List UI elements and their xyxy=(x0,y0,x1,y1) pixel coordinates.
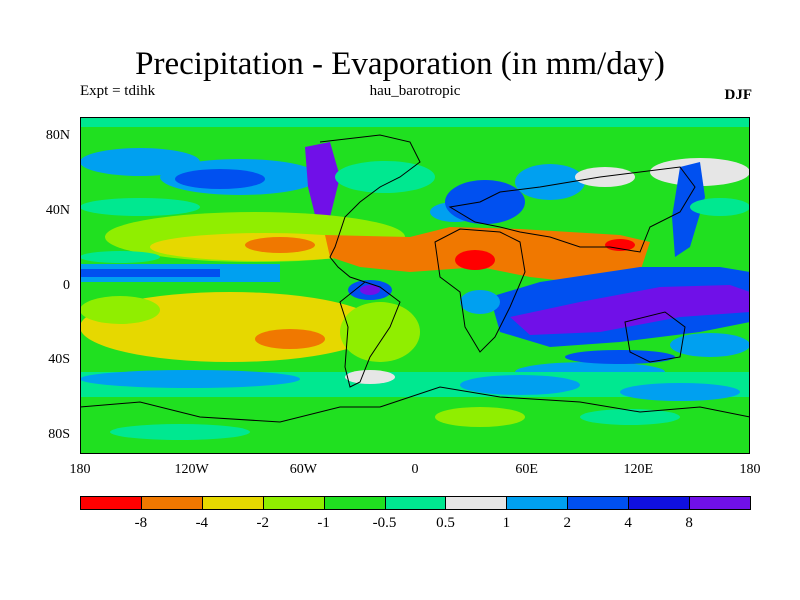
colorbar-label: 8 xyxy=(685,515,693,531)
season-label: DJF xyxy=(724,87,753,103)
field-sio-core xyxy=(565,350,675,364)
precip-minus-evap-map xyxy=(80,117,750,454)
field-spac-edge xyxy=(80,296,160,324)
y-tick-label: 40S xyxy=(48,352,70,368)
coast-africa xyxy=(434,228,526,353)
field-so-blue3 xyxy=(620,383,740,401)
y-tick-label: 80S xyxy=(48,427,70,443)
field-npac-dry-core xyxy=(245,237,315,253)
x-tick-label: 120W xyxy=(174,462,209,477)
x-tick-label: 60E xyxy=(515,462,538,477)
colorbar-swatch xyxy=(262,496,325,510)
field-wpac-band xyxy=(690,198,750,216)
colorbar-swatch xyxy=(384,496,447,510)
coast-south-america xyxy=(339,281,401,388)
colorbar-label: -8 xyxy=(134,515,148,531)
field-so-grey xyxy=(345,370,395,384)
field-kuroshio xyxy=(672,162,705,257)
field-satl xyxy=(340,302,420,362)
colorbar-label: 1 xyxy=(502,515,511,531)
field-so-blue1 xyxy=(80,370,300,388)
field-npac-core xyxy=(175,169,265,189)
colorbar-swatch xyxy=(689,496,751,510)
field-asia-blue xyxy=(515,164,585,200)
colorbar-label: 2 xyxy=(563,515,572,531)
colorbar-swatch xyxy=(201,496,264,510)
plot-title: Precipitation - Evaporation (in mm/day) xyxy=(135,46,665,82)
case-label: hau_barotropic xyxy=(369,83,461,99)
field-asia-grey xyxy=(575,167,635,187)
colorbar-swatch xyxy=(567,496,630,510)
field-itcz-core xyxy=(80,269,220,277)
coastlines xyxy=(80,134,750,423)
colorbar-label: 4 xyxy=(624,515,632,531)
colorbar xyxy=(80,496,751,510)
x-tick-label: 0 xyxy=(411,462,419,477)
x-tick-label: 120E xyxy=(623,462,654,477)
y-tick-label: 0 xyxy=(63,277,70,293)
colorbar-label: 0.5 xyxy=(436,515,455,531)
field-spac-west-blue xyxy=(670,333,750,357)
y-tick-label: 80N xyxy=(45,127,70,143)
field-antarctic-lime xyxy=(435,407,525,427)
colorbar-swatch xyxy=(140,496,203,510)
experiment-label: Expt = tdihk xyxy=(80,83,156,99)
map-panel xyxy=(80,117,750,454)
coast-eurasia xyxy=(448,166,696,253)
x-tick-label: 60W xyxy=(289,462,317,477)
colorbar-label: -1 xyxy=(317,515,330,531)
field-west-coast xyxy=(305,142,340,227)
x-tick-label: 180 xyxy=(69,462,91,477)
colorbar-swatch xyxy=(628,496,691,510)
field-pac-mid-band xyxy=(80,198,200,216)
coast-north-america xyxy=(319,134,421,283)
field-arabia-core xyxy=(605,239,635,251)
field-antarctic-band2 xyxy=(110,424,250,440)
colorbar-swatch xyxy=(445,496,508,510)
colorbar-swatch xyxy=(323,496,386,510)
field-spac-core xyxy=(255,329,325,349)
field-itcz-edge xyxy=(80,251,160,263)
field-europe-blue xyxy=(445,180,525,224)
coast-australia xyxy=(624,311,686,363)
colorbar-label: -4 xyxy=(195,515,209,531)
colorbar-label: -0.5 xyxy=(372,515,397,531)
x-tick-label: 180 xyxy=(739,462,761,477)
coast-antarctica xyxy=(80,386,750,423)
y-tick-label: 40N xyxy=(45,202,70,218)
field-io-core xyxy=(510,285,750,335)
field-natl-band xyxy=(335,161,435,193)
field-arctic-band xyxy=(80,117,750,127)
field-sahara-core xyxy=(455,250,495,270)
colorbar-swatch xyxy=(80,496,142,510)
field-antarctic-band xyxy=(580,409,680,425)
field-so-blue2 xyxy=(460,375,580,395)
colorbar-label: -2 xyxy=(256,515,269,531)
map-frame xyxy=(80,117,750,454)
colorbar-swatch xyxy=(506,496,569,510)
field-africa-blue xyxy=(460,290,500,314)
field-amazon-core xyxy=(360,285,380,295)
